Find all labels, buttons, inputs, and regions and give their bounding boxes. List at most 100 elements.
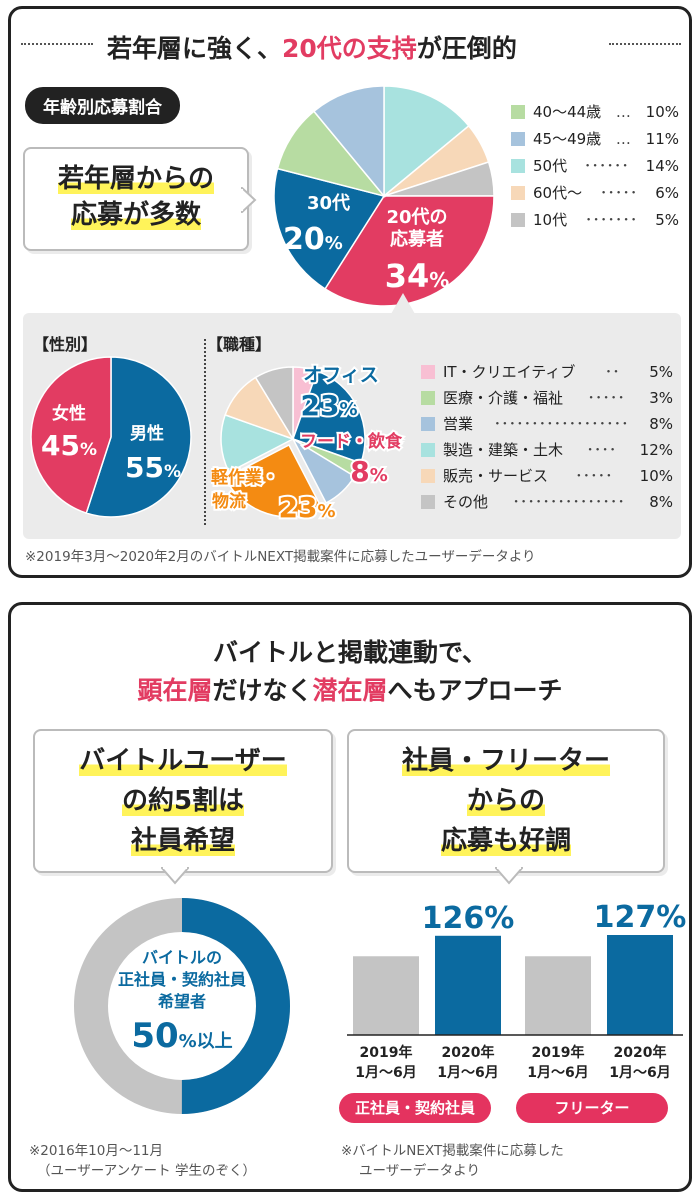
age-legend-value: 5% <box>655 210 679 229</box>
age-slice-45-49 <box>312 85 385 199</box>
gender-label: 【性別】 <box>33 335 98 354</box>
age-pie-chart: 30代 20% 20代の 応募者 34% <box>273 85 495 307</box>
job-legend-row: 営業 ･･････････････････ 8% <box>421 413 673 434</box>
panel2-title-line2: 顕在層だけなく潜在層へもアプローチ <box>137 676 563 705</box>
group-pill-regular: 正社員・契約社員 <box>339 1093 491 1123</box>
donut-slice-regular <box>74 898 290 1114</box>
gender-pie-chart: 女性 45% 男性 55% <box>30 356 192 518</box>
age-legend-leader: ･･････ <box>583 157 629 175</box>
panel1-footnote: ※2019年3月〜2020年2月のバイトルNEXT掲載案件に応募したユーザーデー… <box>25 549 536 565</box>
job-legend-swatch <box>421 468 435 483</box>
age-slice-30s <box>273 167 386 290</box>
job-legend-leader: ･･････････････････ <box>493 415 629 433</box>
title-dots-left <box>21 43 93 45</box>
age-legend-swatch <box>511 131 525 146</box>
age-legend-leader: ･････ <box>599 184 638 202</box>
job-legend-row: その他 ･･･････････････ 8% <box>421 491 673 512</box>
label-30s: 30代 <box>307 193 350 214</box>
age-legend-value: 6% <box>655 183 679 202</box>
job-legend-label: IT・クリエイティブ <box>443 363 576 381</box>
job-legend-row: 製造・建築・土木 ････ 12% <box>421 439 673 460</box>
bubble-line-1: 若年層からの <box>57 164 214 194</box>
donut-chart: バイトルの 正社員・契約社員 希望者 50%以上 <box>74 898 290 1114</box>
job-legend-swatch <box>421 364 435 379</box>
age-legend-label: 45〜49歳 <box>533 130 602 148</box>
age-legend-label: 10代 <box>533 211 568 229</box>
approach-panel: バイトルと掲載連動で、 顕在層だけなく潜在層へもアプローチ バイトルユーザー の… <box>8 602 692 1192</box>
left-callout-bubble: バイトルユーザー の約5割は 社員希望 <box>33 729 333 873</box>
bubble-pointer <box>241 187 257 213</box>
age-legend-row: 50代 ･･････ 14% <box>511 155 679 176</box>
bar-tick-label-2-0: 2019年 <box>532 1044 585 1061</box>
food-label: フード・飲食 <box>300 431 403 452</box>
group-pill-freeter: フリーター <box>516 1093 668 1123</box>
job-label: 【職種】 <box>207 335 272 354</box>
right-bubble-line-2: からの <box>466 786 545 816</box>
bar-value-label-3: 127% <box>594 900 687 935</box>
job-legend-row: 販売・サービス ･････ 10% <box>421 465 673 486</box>
job-legend-row: 医療・介護・福祉 ･････ 3% <box>421 387 673 408</box>
age-legend-leader: … <box>615 129 631 148</box>
gender-slice-female <box>30 356 112 515</box>
age-ratio-badge: 年齢別応募割合 <box>25 87 180 124</box>
label-20s-line1: 20代の <box>386 207 447 228</box>
job-legend-leader: ･･･････････････ <box>512 493 625 511</box>
job-legend-value: 10% <box>639 466 673 485</box>
male-label: 男性 <box>130 423 164 444</box>
panel2-title-line1: バイトルと掲載連動で、 <box>212 638 487 667</box>
job-legend-swatch <box>421 494 435 509</box>
bar-0 <box>353 956 419 1035</box>
job-legend-label: 営業 <box>443 415 474 433</box>
light-work-value: 23% <box>278 491 335 524</box>
donut-line-2: 正社員・契約社員 <box>118 970 246 989</box>
panel1-title: 若年層に強く、20代の支持が圧倒的 <box>107 34 517 63</box>
job-legend-label: 製造・建築・土木 <box>443 441 564 459</box>
gender-slice-male <box>85 356 192 518</box>
job-slice-sales <box>291 436 356 504</box>
job-legend-value: 3% <box>649 388 673 407</box>
job-legend-value: 5% <box>649 362 673 381</box>
age-legend-swatch <box>511 212 525 227</box>
job-legend-label: その他 <box>443 493 489 511</box>
food-value: 8% <box>350 455 388 488</box>
job-slice-office <box>292 370 366 465</box>
section-divider <box>204 339 206 525</box>
job-slice-light-work <box>224 443 324 518</box>
growth-bar-chart: 2019年 1月〜6月 126% 2020年 1月〜6月 2019年 1月〜6月 127% 20… <box>347 900 687 1081</box>
age-legend-value: 10% <box>645 102 679 121</box>
age-legend-row: 40〜44歳 … 10% <box>511 101 679 122</box>
job-legend-leader: ･････ <box>587 389 625 407</box>
age-ratio-panel: 若年層に強く、20代の支持が圧倒的 年齢別応募割合 若年層からの 応募が多数 3… <box>8 6 692 578</box>
light-work-label-2: 物流 <box>212 491 246 512</box>
right-callout-bubble: 社員・フリーター からの 応募も好調 <box>347 729 665 873</box>
left-bubble-line-3: 社員希望 <box>130 826 235 856</box>
job-legend-value: 8% <box>649 492 673 511</box>
donut-line-3: 希望者 <box>158 992 206 1011</box>
job-legend-leader: ･･ <box>604 363 620 381</box>
age-legend-swatch <box>511 185 525 200</box>
job-legend-leader: ････ <box>586 441 617 459</box>
age-legend-row: 60代〜 ･････ 6% <box>511 182 679 203</box>
job-legend-swatch <box>421 416 435 431</box>
job-legend-label: 販売・サービス <box>443 467 549 485</box>
job-slice-manufacturing <box>220 413 295 474</box>
age-legend-leader: ･･･････ <box>584 211 638 229</box>
value-20s: 34% <box>385 257 450 295</box>
age-slice-50s <box>383 85 470 198</box>
young-callout-bubble: 若年層からの 応募が多数 <box>23 147 249 251</box>
job-slice-other <box>254 366 294 442</box>
age-legend-label: 60代〜 <box>533 184 583 202</box>
age-legend-leader: … <box>615 102 631 121</box>
age-legend-swatch <box>511 104 525 119</box>
right-bubble-line-3: 応募も好調 <box>440 826 571 856</box>
left-bubble-line-2: の約5割は <box>121 786 245 816</box>
age-legend-value: 11% <box>645 129 679 148</box>
office-value: 23% <box>300 389 357 422</box>
note-left-1: ※2016年10月〜11月 <box>29 1143 164 1159</box>
bar-tick-label-3-1: 1月〜6月 <box>609 1065 670 1081</box>
job-pie-chart: オフィス 23% フード・飲食 8% 軽作業・ 物流 23% <box>211 362 405 526</box>
age-legend-value: 14% <box>645 156 679 175</box>
label-20s-line2: 応募者 <box>390 228 444 250</box>
bar-value-label-1: 126% <box>422 901 515 936</box>
office-label: オフィス <box>303 364 379 386</box>
